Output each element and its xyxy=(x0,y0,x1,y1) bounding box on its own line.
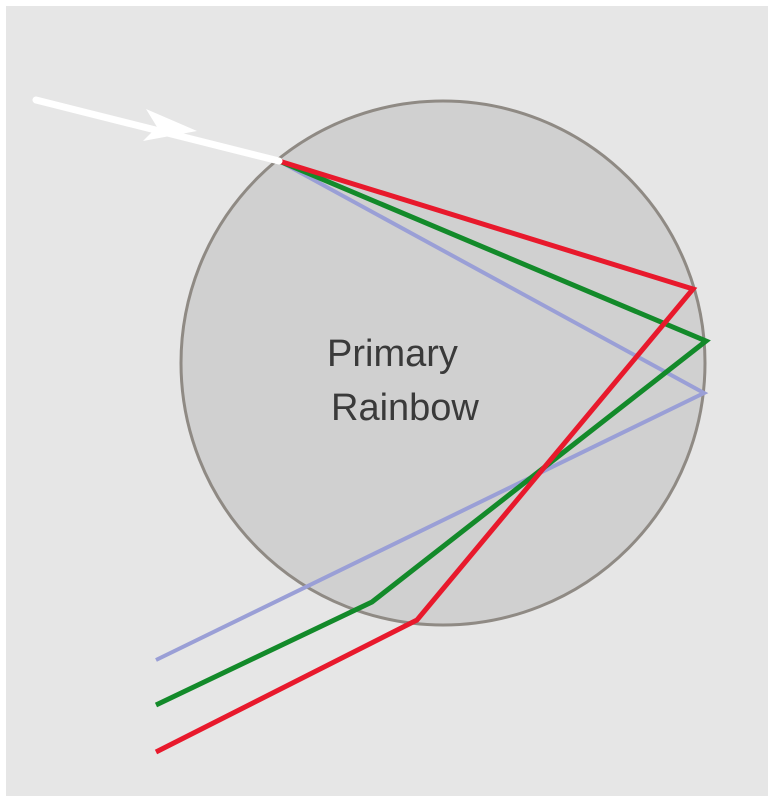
droplet-label-rainbow: Rainbow xyxy=(331,387,479,429)
red-ray-path xyxy=(154,158,698,755)
incoming-ray-arrowhead xyxy=(143,109,197,141)
violet-ray-path xyxy=(155,159,709,662)
droplet-label-primary: Primary xyxy=(327,333,458,375)
water-droplet xyxy=(179,99,707,627)
